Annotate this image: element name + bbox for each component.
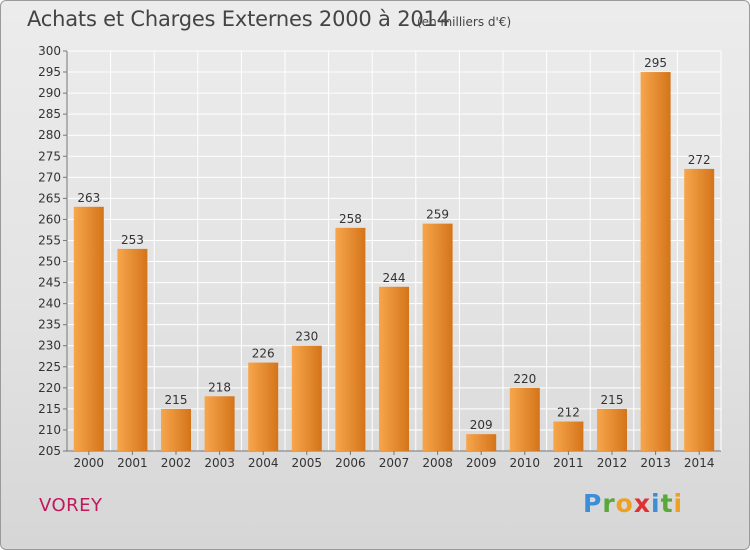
logo-letter: i [651, 489, 661, 518]
y-tick-label: 275 [38, 149, 61, 163]
x-tick-label: 2011 [553, 456, 584, 470]
value-label: 215 [601, 393, 624, 407]
bars [73, 72, 715, 452]
y-tick-label: 210 [38, 423, 61, 437]
data-labels: 263 253 215 218 226 230 258 244 259 209 220 212 215 2… [77, 56, 710, 432]
x-tick-label: 2010 [510, 456, 541, 470]
x-tick-label: 2009 [466, 456, 497, 470]
value-label: 209 [470, 418, 493, 432]
x-tick-label: 2001 [117, 456, 148, 470]
value-label: 259 [426, 208, 449, 222]
x-tick-label: 2004 [248, 456, 279, 470]
value-label: 212 [557, 406, 580, 420]
value-label: 220 [513, 372, 536, 386]
bar-2007 [379, 286, 409, 451]
x-tick-label: 2000 [74, 456, 105, 470]
y-tick-label: 270 [38, 170, 61, 184]
logo-letter: t [660, 489, 674, 518]
chart-subtitle: (en milliers d'€) [417, 15, 512, 29]
bar-2009 [466, 434, 497, 451]
bar-2013 [640, 72, 671, 451]
value-label: 230 [295, 330, 318, 344]
proxiti-logo: Proxiti [583, 489, 683, 518]
x-tick-label: 2005 [292, 456, 323, 470]
bar-2006 [335, 227, 366, 451]
logo-letter: x [633, 489, 651, 518]
bar-2010 [509, 387, 540, 451]
x-tick-label: 2007 [379, 456, 410, 470]
bar-2002 [161, 408, 191, 451]
logo-letter: r [602, 489, 616, 518]
chart-title: Achats et Charges Externes 2000 à 2014 [27, 7, 450, 31]
x-tick-label: 2008 [422, 456, 453, 470]
y-tick-label: 280 [38, 128, 61, 142]
y-tick-label: 290 [38, 86, 61, 100]
y-tick-label: 300 [38, 44, 61, 58]
value-label: 272 [688, 153, 711, 167]
x-tick-label: 2013 [640, 456, 671, 470]
x-tick-label: 2006 [335, 456, 366, 470]
value-label: 215 [165, 393, 188, 407]
x-tick-label: 2002 [161, 456, 192, 470]
bar-2011 [553, 421, 584, 451]
value-label: 253 [121, 233, 144, 247]
value-label: 295 [644, 56, 667, 70]
logo-letter: P [583, 489, 603, 518]
x-axis: 2000 2001 2002 2003 2004 2005 2006 2007 2008 2009… [74, 451, 715, 470]
value-label: 263 [77, 191, 100, 205]
bar-2003 [204, 396, 235, 451]
y-tick-label: 215 [38, 402, 61, 416]
y-tick-label: 295 [38, 65, 61, 79]
town-name: VOREY [39, 495, 103, 516]
bar-2008 [422, 223, 453, 451]
y-tick-label: 255 [38, 233, 61, 247]
y-tick-label: 240 [38, 297, 61, 311]
x-tick-label: 2012 [597, 456, 628, 470]
bar-2004 [248, 362, 279, 451]
y-tick-label: 250 [38, 255, 61, 269]
x-tick-label: 2014 [684, 456, 715, 470]
y-tick-label: 285 [38, 107, 61, 121]
value-label: 226 [252, 347, 275, 361]
x-tick-label: 2003 [204, 456, 235, 470]
y-tick-label: 225 [38, 360, 61, 374]
value-label: 244 [383, 271, 406, 285]
y-tick-label: 205 [38, 444, 61, 458]
logo-letter: i [673, 489, 684, 518]
y-tick-label: 260 [38, 212, 61, 226]
bar-2001 [117, 248, 148, 451]
bar-2000 [73, 206, 104, 451]
logo-letter: o [615, 489, 634, 518]
y-tick-label: 220 [38, 381, 61, 395]
y-tick-label: 245 [38, 276, 61, 290]
y-tick-label: 230 [38, 339, 61, 353]
bar-2012 [597, 408, 627, 451]
value-label: 258 [339, 212, 362, 226]
bar-2005 [291, 345, 322, 451]
value-label: 218 [208, 380, 231, 394]
y-tick-label: 235 [38, 318, 61, 332]
bar-2014 [684, 168, 715, 452]
y-tick-label: 265 [38, 191, 61, 205]
